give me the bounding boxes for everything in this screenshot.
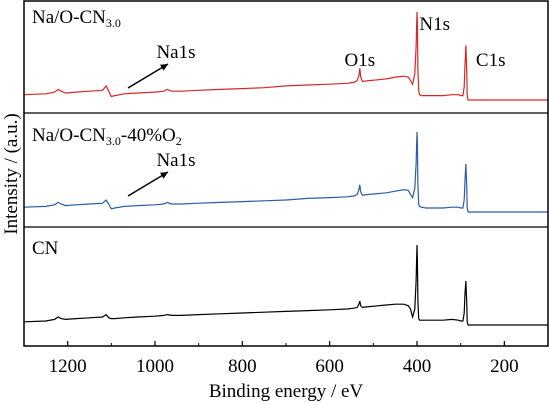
peak-label-c1s: C1s: [476, 50, 506, 71]
peak-label-na1s: Na1s: [156, 150, 195, 171]
panel-label-2: Na/O-CN3.0-40%O2: [32, 125, 182, 148]
panel-label-3: CN: [32, 238, 59, 259]
series-line-3: [23, 244, 548, 326]
x-tick-label: 1000: [136, 356, 174, 377]
arrow-head-icon: [160, 172, 168, 179]
x-tick-label: 1200: [49, 356, 87, 377]
plot-frame: [23, 0, 549, 347]
series-layer: [23, 11, 548, 326]
axes-layer: [23, 0, 549, 347]
x-tick-label: 200: [490, 356, 519, 377]
peak-arrow-na1s: [127, 171, 169, 197]
y-axis-label: Intensity / (a.u.): [1, 113, 22, 234]
x-axis-label: Binding energy / eV: [209, 381, 364, 402]
panel-label-1: Na/O-CN3.0: [32, 7, 121, 30]
x-tick-label: 600: [315, 356, 344, 377]
x-tick-label: 400: [403, 356, 432, 377]
series-line-2: [23, 131, 548, 213]
peak-label-o1s: O1s: [344, 50, 375, 71]
x-tick-label: 800: [228, 356, 257, 377]
peak-label-na1s: Na1s: [156, 42, 195, 63]
arrow-head-icon: [160, 64, 168, 71]
x-tick-layer: 1200 1000 800 600 400 200: [23, 341, 549, 377]
peak-arrow-na1s: [127, 63, 169, 89]
series-line-1: [23, 11, 548, 101]
peak-label-n1s: N1s: [419, 14, 450, 35]
